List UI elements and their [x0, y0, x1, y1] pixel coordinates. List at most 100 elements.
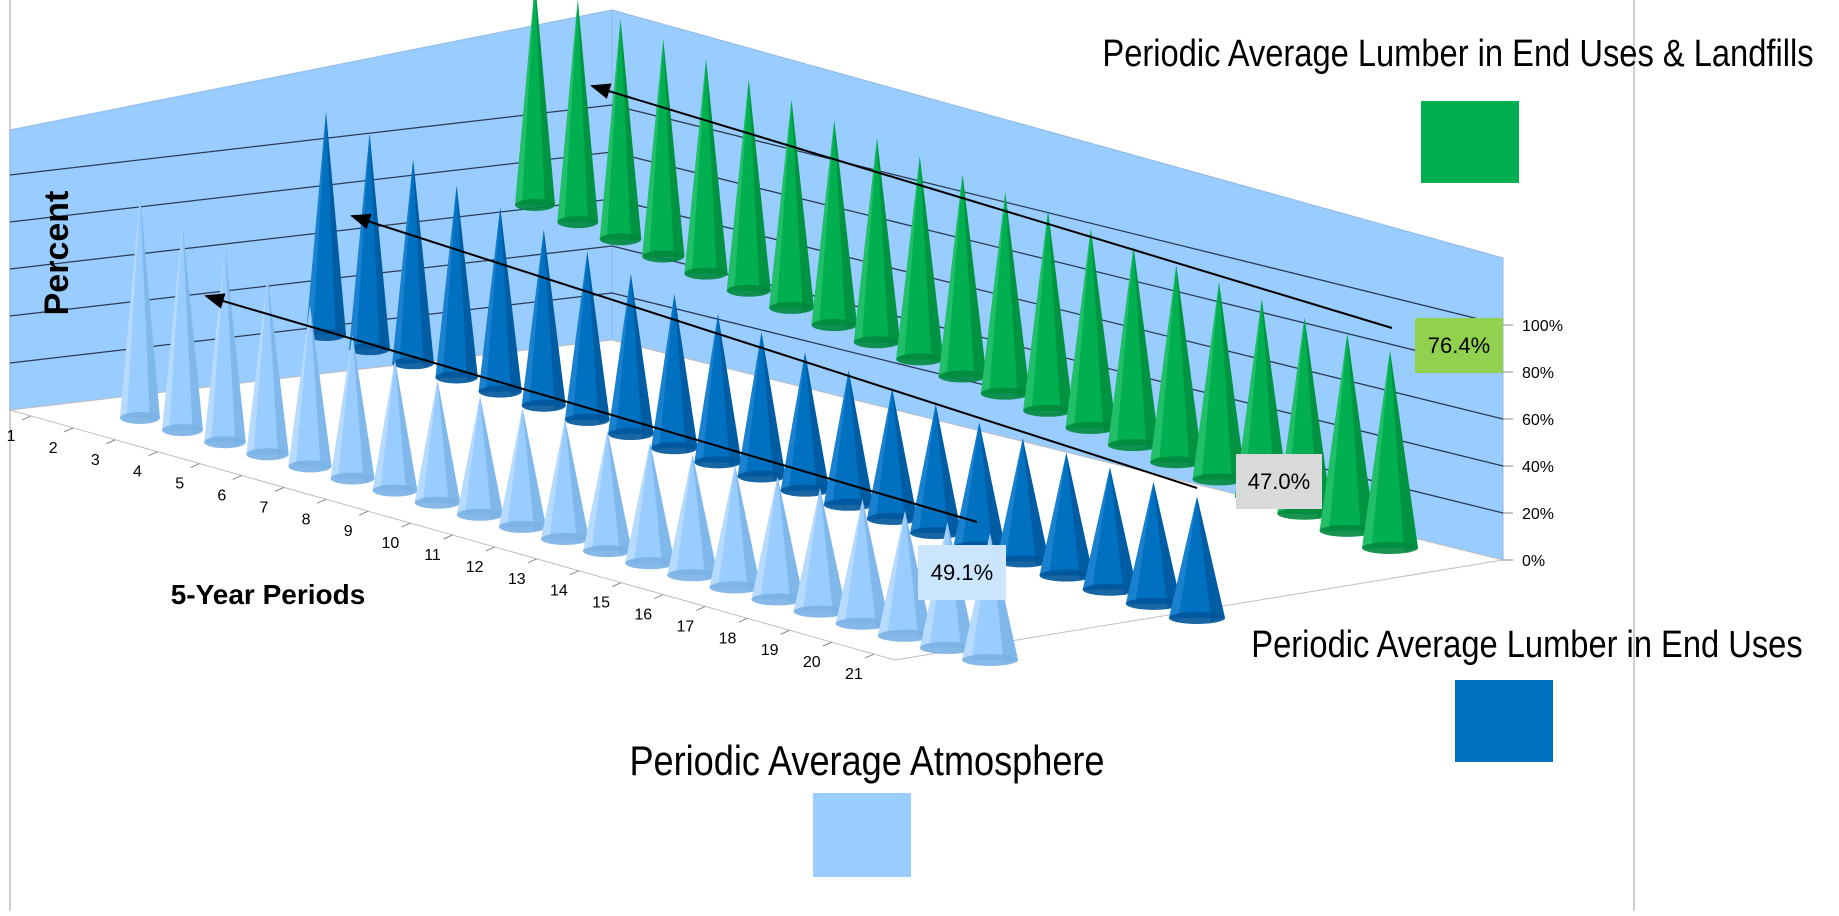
cone-shade — [962, 174, 987, 381]
cone-highlight — [435, 185, 457, 380]
cone-shade — [834, 120, 858, 330]
cone-shade — [1109, 467, 1138, 594]
y-axis-ticks: 0% 20% 40% 60% 80% 100% — [1503, 318, 1563, 570]
cone-base — [811, 319, 858, 332]
x-tick-label: 13 — [508, 571, 526, 588]
cone-base — [980, 387, 1030, 400]
cone-shade — [1153, 481, 1182, 608]
cone-highlight — [414, 380, 438, 505]
cone-highlight — [1319, 333, 1348, 533]
cone — [793, 487, 847, 618]
cone-base — [120, 412, 160, 424]
cone-highlight — [811, 120, 835, 328]
cone — [642, 39, 685, 263]
y-tick-label: 100% — [1522, 318, 1563, 335]
cone-base — [962, 654, 1018, 666]
cone — [1107, 246, 1160, 452]
cone-highlight — [608, 273, 631, 437]
cone — [306, 111, 346, 341]
cone-highlight — [306, 111, 326, 337]
cone — [780, 352, 830, 497]
cone-base — [1169, 612, 1225, 624]
cone — [625, 442, 675, 570]
cone-highlight — [557, 0, 578, 225]
cone-base — [478, 385, 522, 398]
x-tick-mark — [359, 510, 369, 516]
cone-base — [583, 545, 632, 558]
x-tick-mark — [738, 617, 748, 623]
cone-shade — [848, 370, 874, 509]
cone-base — [684, 267, 728, 280]
cone — [599, 19, 642, 246]
x-tick-mark — [443, 534, 453, 540]
cone-base — [823, 498, 874, 511]
cone-base — [498, 520, 547, 533]
cone-base — [737, 470, 786, 483]
trend-arrow-light — [204, 293, 978, 523]
cone-base — [726, 284, 771, 297]
cone-base — [919, 641, 976, 654]
cone-highlight — [1082, 467, 1110, 592]
cone-highlight — [521, 229, 544, 408]
cone — [651, 293, 698, 455]
x-tick-label: 21 — [845, 666, 863, 683]
cone-shade — [919, 156, 944, 364]
cone-base — [564, 413, 610, 426]
y-tick-label: 60% — [1522, 412, 1554, 429]
annotation-box-green — [1415, 318, 1503, 373]
gridline — [9, 151, 613, 223]
cone-shade — [777, 476, 804, 604]
cone-highlight — [1039, 452, 1067, 578]
cone-highlight — [564, 251, 588, 422]
cone-base — [1065, 421, 1116, 434]
cone-highlight — [866, 388, 893, 521]
cone-shade — [1133, 246, 1160, 450]
cone — [980, 192, 1030, 400]
x-tick-label: 6 — [217, 487, 226, 504]
cone-shade — [1261, 299, 1289, 501]
cone-base — [866, 512, 918, 525]
cone — [521, 229, 566, 412]
cone — [996, 438, 1050, 568]
cones — [120, 0, 1418, 666]
cone-base — [1082, 583, 1138, 596]
cone-shade — [587, 251, 610, 424]
cone — [1082, 467, 1138, 596]
y-tick-label: 0% — [1522, 553, 1545, 570]
cone-highlight — [372, 359, 395, 493]
x-tick-label: 17 — [676, 618, 694, 635]
x-tick-mark — [611, 582, 622, 588]
cone-shade — [674, 293, 698, 453]
cone-shade — [761, 331, 786, 481]
cone-highlight — [769, 99, 792, 310]
cone-base — [709, 581, 761, 594]
y-tick-label: 40% — [1522, 459, 1554, 476]
cone-shade — [1347, 333, 1375, 535]
cone-highlight — [1362, 350, 1390, 550]
cone-base — [1150, 456, 1203, 469]
cone-base — [625, 557, 675, 570]
cone-base — [1107, 439, 1160, 452]
cone-highlight — [1065, 228, 1091, 430]
series-3 — [515, 0, 1418, 554]
x-tick-label: 9 — [344, 523, 353, 540]
cone-base — [642, 250, 685, 263]
cone-highlight — [498, 407, 523, 529]
x-tick-mark — [21, 415, 32, 421]
cone-base — [306, 329, 346, 341]
cone-shade — [663, 39, 685, 261]
gridline — [611, 104, 1504, 326]
cone — [938, 174, 987, 383]
cone — [751, 476, 804, 606]
series-1 — [120, 194, 1018, 666]
cone — [541, 419, 589, 545]
cone-highlight — [330, 334, 353, 481]
cone-highlight — [120, 194, 140, 420]
cone-shade — [437, 380, 461, 507]
cone-base — [877, 629, 933, 642]
cone-base — [1192, 473, 1246, 486]
x-tick-mark — [569, 570, 580, 576]
cone-shade — [395, 359, 418, 495]
series-2 — [306, 111, 1225, 624]
